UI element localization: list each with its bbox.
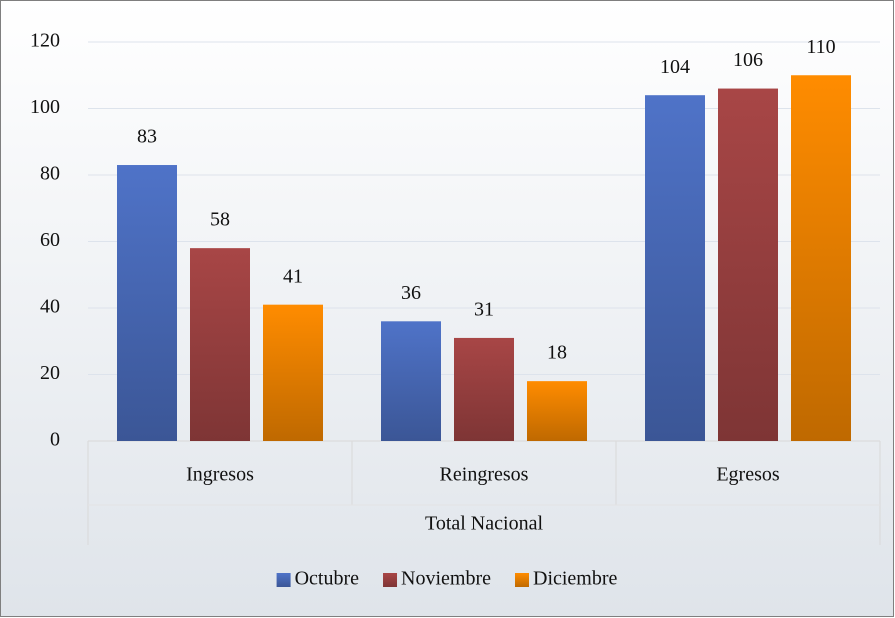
bar: [117, 165, 177, 441]
data-label: 106: [733, 49, 763, 71]
y-tick-label: 100: [30, 96, 60, 118]
data-label: 104: [660, 56, 690, 78]
category-group-label: Total Nacional: [425, 513, 543, 535]
y-tick-label: 120: [30, 30, 60, 52]
y-tick-label: 40: [40, 296, 60, 318]
bar: [381, 321, 441, 441]
data-label: 41: [283, 265, 303, 287]
bar: [718, 88, 778, 442]
legend-swatch: [515, 573, 529, 587]
bar: [190, 248, 250, 441]
legend-label: Diciembre: [533, 568, 618, 590]
y-tick-label: 60: [40, 229, 60, 251]
x-tick-label: Egresos: [716, 464, 780, 486]
data-label: 83: [137, 126, 157, 148]
bar: [645, 95, 705, 441]
data-label: 31: [474, 299, 494, 321]
legend-label: Noviembre: [401, 568, 491, 590]
legend-swatch: [276, 573, 291, 587]
bar: [263, 304, 323, 441]
y-tick-label: 80: [40, 163, 60, 185]
bar: [791, 75, 851, 441]
x-tick-label: Ingresos: [186, 464, 254, 486]
bar: [454, 337, 514, 441]
bar: [527, 381, 587, 441]
data-label: 58: [210, 209, 230, 231]
legend-label: Octubre: [295, 568, 360, 590]
data-label: 18: [547, 342, 567, 364]
data-label: 110: [806, 36, 835, 58]
x-tick-label: Reingresos: [440, 464, 529, 486]
y-tick-label: 0: [50, 429, 60, 451]
y-tick-label: 20: [40, 362, 60, 384]
legend-swatch: [383, 573, 398, 587]
data-label: 36: [401, 282, 421, 304]
